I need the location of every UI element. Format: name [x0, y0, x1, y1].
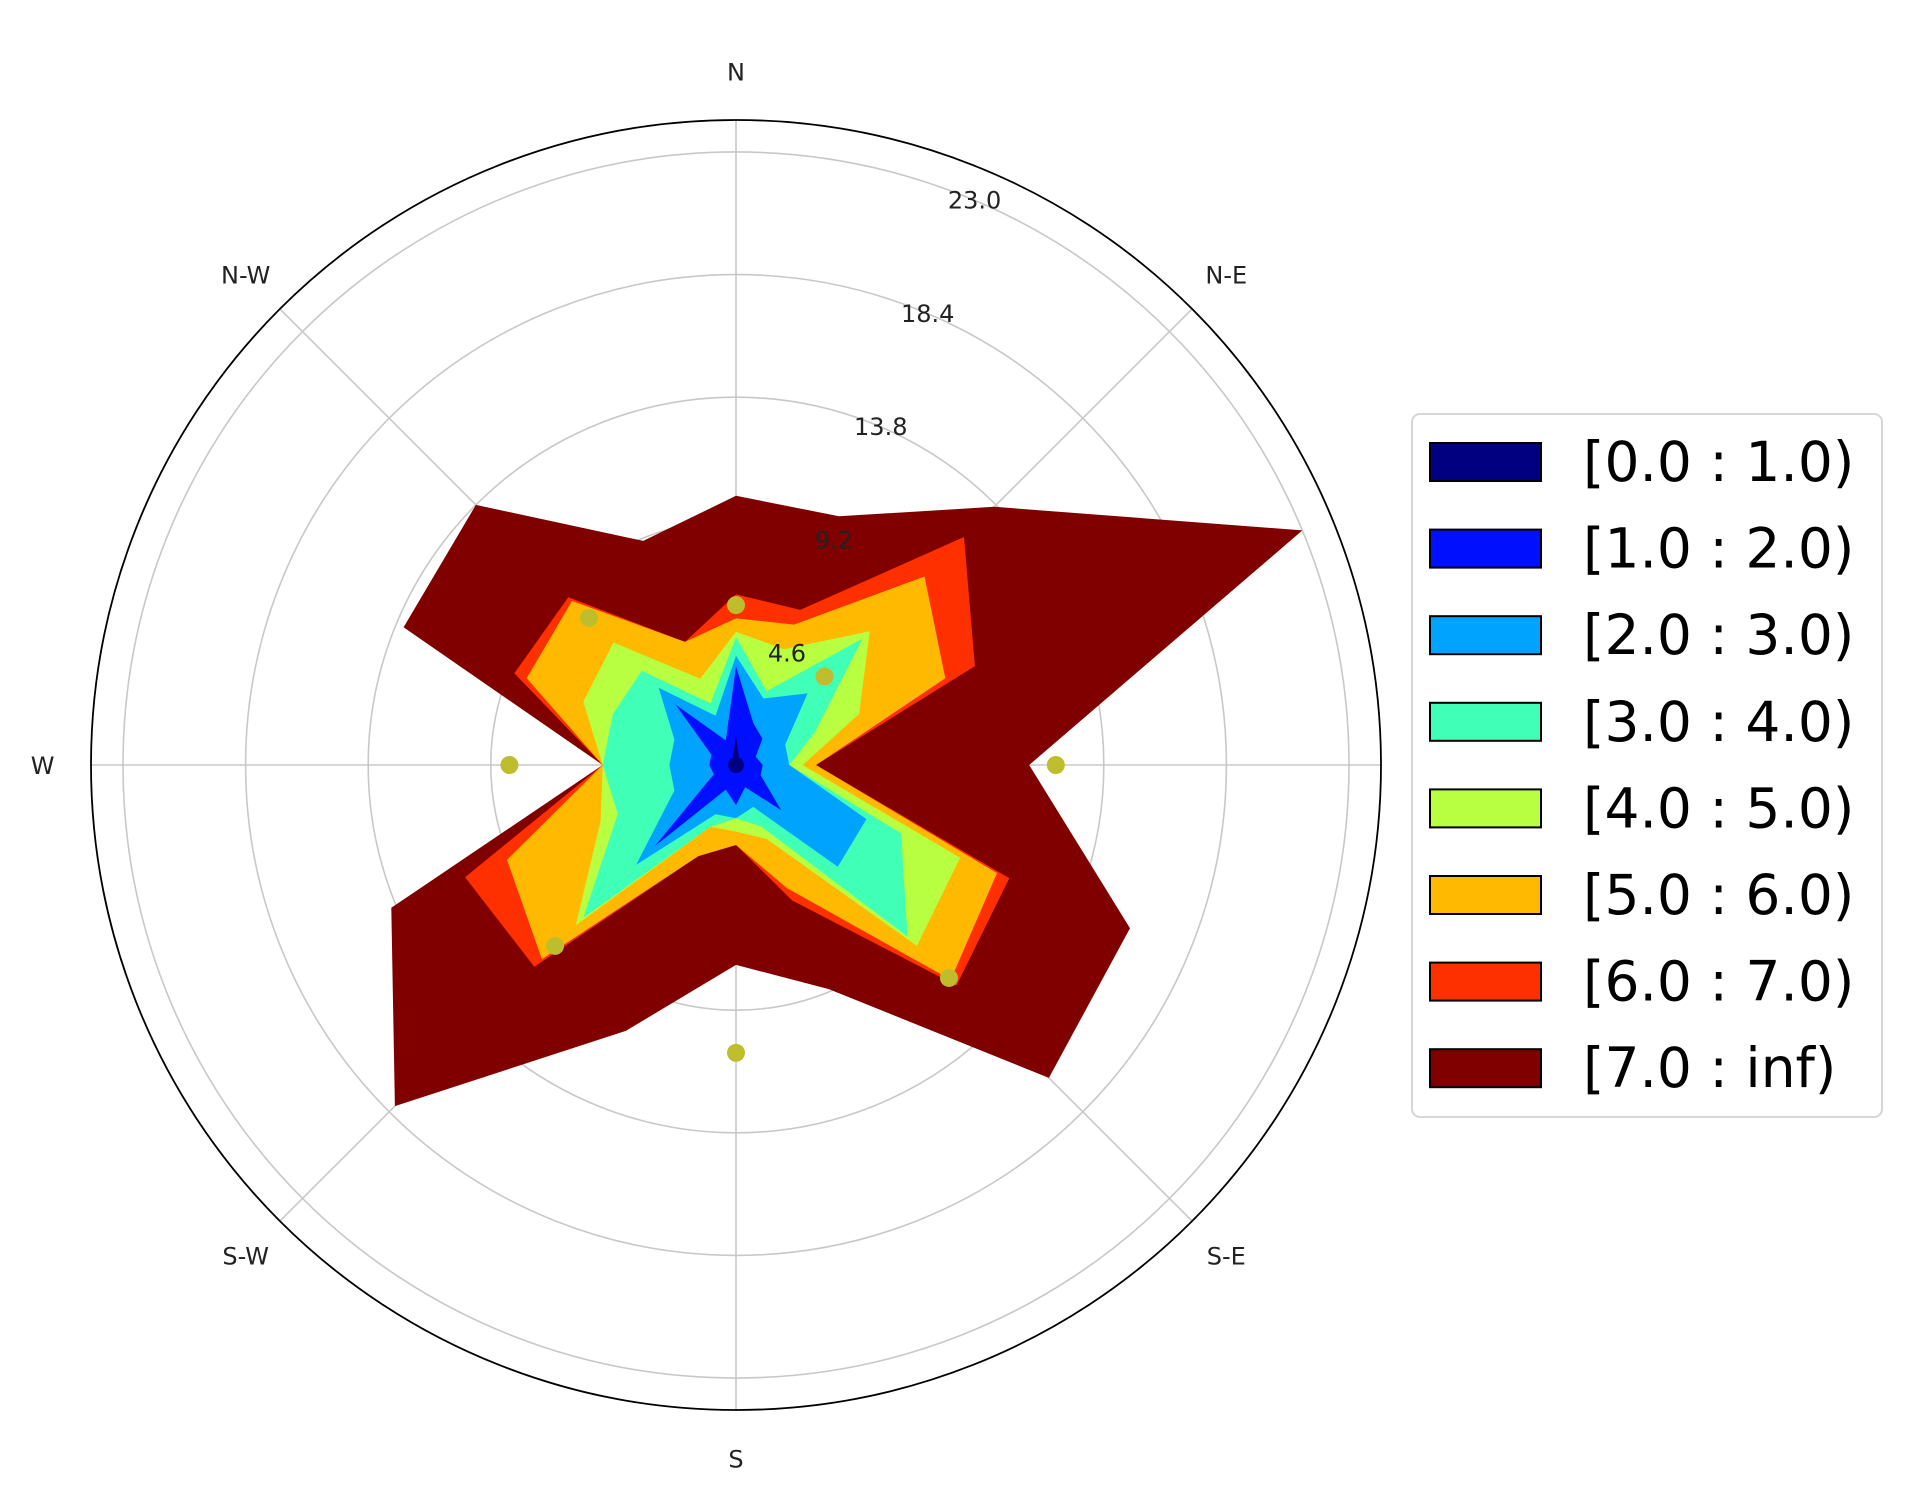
ring-gridline	[244, 273, 1228, 1257]
legend-label: [2.0 : 3.0)	[1583, 603, 1854, 667]
legend-label: [3.0 : 4.0)	[1583, 690, 1854, 754]
legend-swatch	[1429, 788, 1542, 829]
legend-swatch	[1429, 615, 1542, 656]
legend-swatch	[1429, 442, 1542, 482]
legend-label: [7.0 : inf)	[1583, 1036, 1836, 1100]
marker-point	[815, 667, 834, 686]
direction-label-s-e: S-E	[1207, 1242, 1246, 1270]
marker-point	[1046, 756, 1065, 774]
marker-point	[727, 1043, 745, 1062]
legend-label: [0.0 : 1.0)	[1583, 430, 1854, 494]
ring-gridline	[122, 151, 1350, 1379]
legend-label: [1.0 : 2.0)	[1583, 517, 1854, 581]
series-area-1	[655, 666, 782, 846]
marker-point	[579, 608, 598, 627]
windrose-series	[391, 495, 1303, 1107]
direction-label-n-e: N-E	[1205, 262, 1247, 290]
series-area-0	[728, 735, 744, 773]
radial-tick-label: 9.2	[815, 526, 853, 554]
radial-tick-label: 23.0	[948, 187, 1001, 215]
legend-label: [4.0 : 5.0)	[1583, 776, 1854, 840]
legend-swatch	[1429, 1048, 1542, 1089]
radial-tick-label: 13.8	[854, 413, 907, 441]
legend: [0.0 : 1.0) [1.0 : 2.0) [2.0 : 3.0) [3.0 : …	[1411, 413, 1883, 1118]
marker-point	[939, 968, 958, 987]
direction-label-n: N	[727, 59, 745, 87]
legend-swatch	[1429, 701, 1542, 742]
calm-markers	[500, 596, 1065, 1062]
marker-point	[727, 596, 745, 615]
ring-gridline	[367, 396, 1105, 1134]
legend-label: [5.0 : 6.0)	[1583, 863, 1854, 927]
direction-label-s-w: S-W	[222, 1242, 269, 1270]
legend-swatch	[1429, 875, 1542, 915]
direction-label-s: S	[728, 1445, 743, 1473]
direction-label-n-w: N-W	[221, 262, 270, 290]
radial-tick-label: 4.6	[768, 640, 806, 668]
legend-label: [6.0 : 7.0)	[1583, 950, 1854, 1014]
legend-swatch	[1429, 528, 1542, 569]
radial-tick-label: 18.4	[901, 300, 954, 328]
polar-frame	[90, 119, 1382, 1411]
legend-frame	[1411, 413, 1883, 1118]
marker-point	[500, 756, 519, 774]
direction-label-w: W	[31, 752, 55, 780]
marker-point	[546, 936, 565, 955]
legend-swatch	[1429, 961, 1542, 1002]
